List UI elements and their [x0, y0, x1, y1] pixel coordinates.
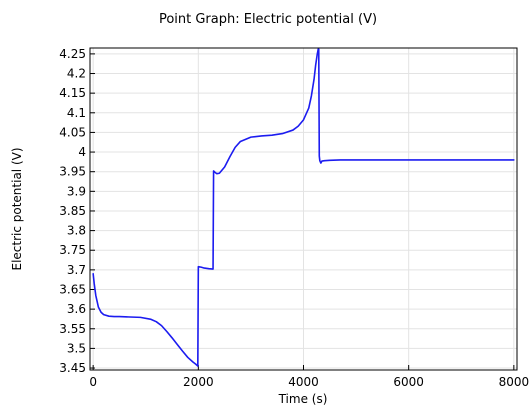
y-tick-label: 4.25	[59, 47, 86, 61]
y-axis-label: Electric potential (V)	[10, 147, 24, 270]
y-tick-label: 3.6	[67, 302, 86, 316]
y-tick-label: 3.7	[67, 263, 86, 277]
axis-ticks: 0 2000 4000 6000 8000 3.45 3.5 3.55 3.6 3.65 3.7 3.…	[59, 47, 529, 389]
y-tick-label: 4.15	[59, 86, 86, 100]
plot-frame	[89, 47, 518, 371]
data-layer	[92, 48, 515, 367]
y-tick-label: 4.05	[59, 125, 86, 139]
x-axis-label: Time (s)	[278, 392, 328, 406]
series-line	[92, 48, 515, 367]
y-tick-label: 3.75	[59, 243, 86, 257]
y-tick-label: 3.55	[59, 322, 86, 336]
y-tick-label: 4.2	[67, 67, 86, 81]
y-tick-label: 3.45	[59, 361, 86, 375]
y-tick-label: 3.5	[67, 341, 86, 355]
x-tick-label: 8000	[499, 375, 530, 389]
x-tick-label: 2000	[183, 375, 214, 389]
y-tick-label: 3.8	[67, 224, 86, 238]
x-tick-label: 0	[89, 375, 97, 389]
y-tick-label: 4	[78, 145, 86, 159]
y-tick-label: 3.95	[59, 165, 86, 179]
y-tick-label: 3.85	[59, 204, 86, 218]
y-tick-label: 4.1	[67, 106, 86, 120]
chart-title: Point Graph: Electric potential (V)	[159, 12, 377, 27]
y-tick-label: 3.65	[59, 283, 86, 297]
x-tick-label: 4000	[288, 375, 319, 389]
y-tick-label: 3.9	[67, 184, 86, 198]
x-tick-label: 6000	[393, 375, 424, 389]
grid	[90, 48, 517, 370]
